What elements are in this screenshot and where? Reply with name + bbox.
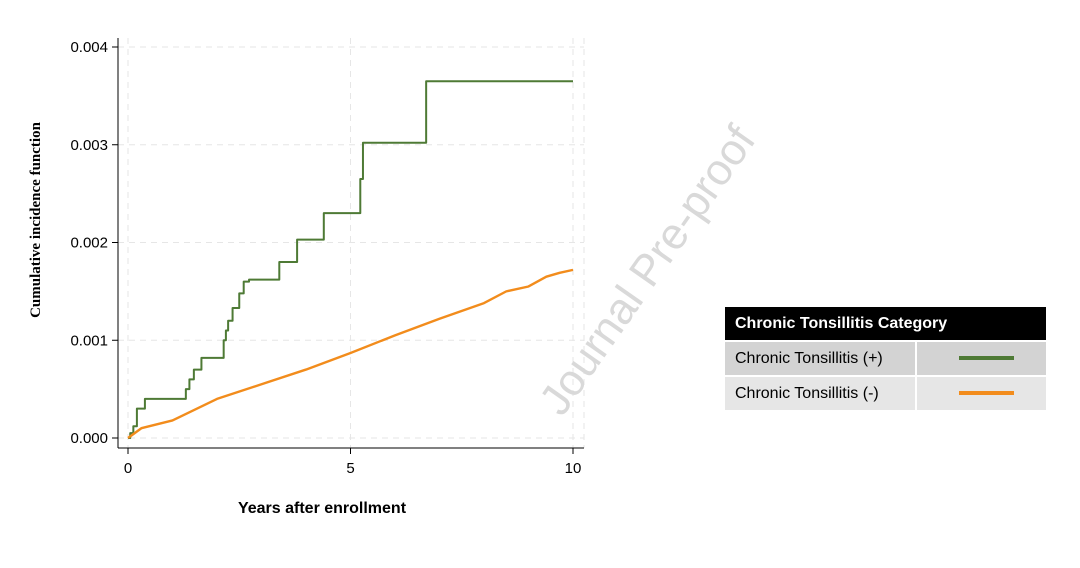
- series-lines: [127, 80, 574, 439]
- x-tick-label: 10: [565, 460, 582, 477]
- legend-swatch-negative: [959, 391, 1014, 395]
- legend-item-tonsillitis-negative: Chronic Tonsillitis (-): [725, 377, 1046, 410]
- legend-item-tonsillitis-positive: Chronic Tonsillitis (+): [725, 342, 1046, 375]
- axes: 0.000 0.001 0.002 0.003 0.004 0 5 10: [70, 38, 584, 477]
- legend-title: Chronic Tonsillitis Category: [725, 307, 1046, 340]
- y-tick-label: 0.004: [70, 39, 108, 56]
- y-axis-title: Cumulative incidence function: [28, 121, 44, 317]
- y-tick-label: 0.003: [70, 137, 108, 154]
- x-tick-label: 0: [124, 460, 132, 477]
- legend-label-positive: Chronic Tonsillitis (+): [725, 342, 915, 375]
- y-tick-label: 0.002: [70, 235, 108, 252]
- x-axis-title: Years after enrollment: [238, 500, 407, 517]
- legend-key-negative: [917, 377, 1046, 410]
- legend-label-negative: Chronic Tonsillitis (-): [725, 377, 915, 410]
- grid-lines: [118, 38, 585, 448]
- series-line-tonsillitis-negative: [127, 268, 574, 439]
- legend-key-positive: [917, 342, 1046, 375]
- legend: Chronic Tonsillitis Category Chronic Ton…: [725, 307, 1046, 410]
- legend-swatch-positive: [959, 356, 1014, 360]
- x-tick-label: 5: [346, 460, 354, 477]
- y-tick-label: 0.000: [70, 430, 108, 447]
- y-tick-label: 0.001: [70, 332, 108, 349]
- series-line-tonsillitis-positive: [128, 80, 573, 439]
